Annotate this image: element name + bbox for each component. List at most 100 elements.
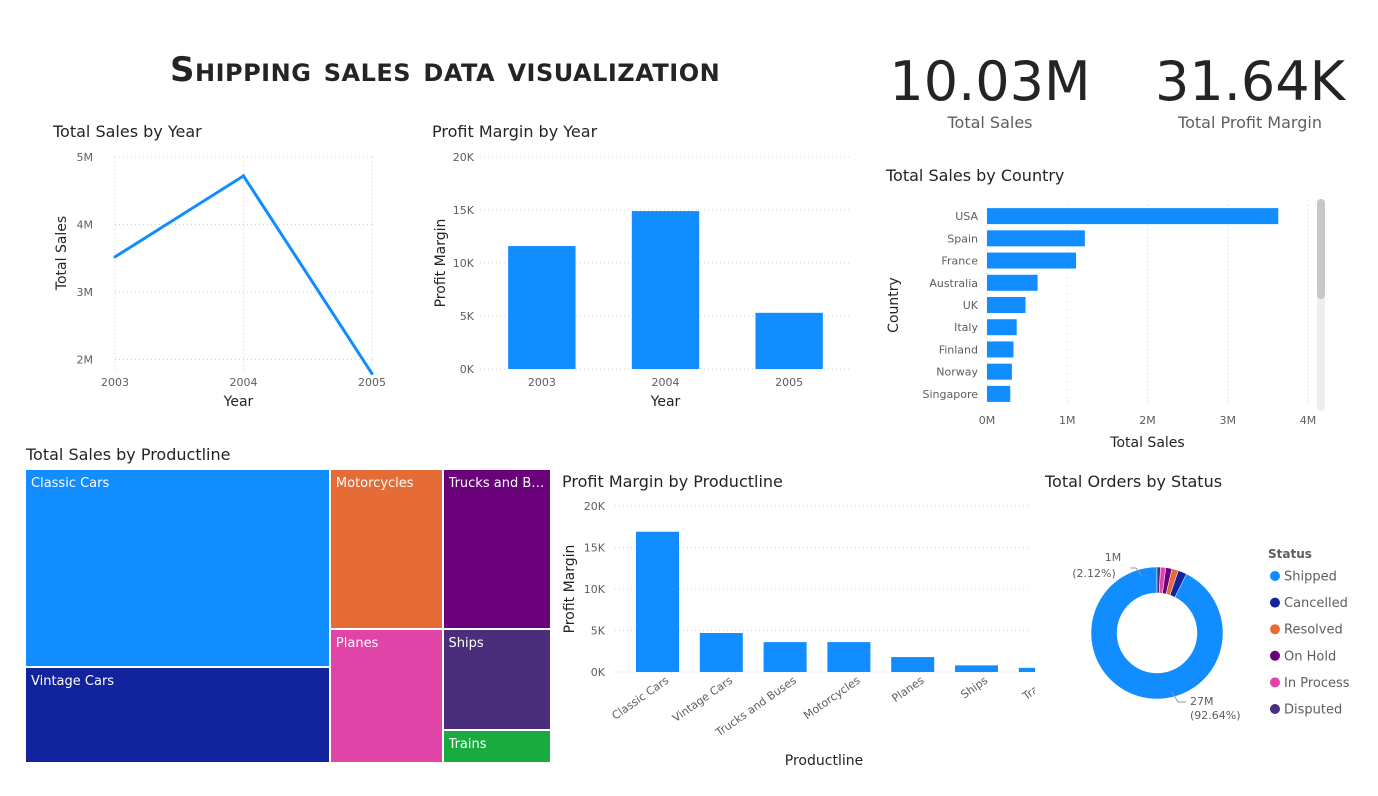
x-tick-label: Vintage Cars [670,674,735,725]
x-tick-label: 2003 [528,376,556,389]
x-tick-label: Ships [958,674,990,702]
y-tick-label: 10K [584,583,606,596]
bar [987,274,1038,291]
x-tick-label: 1M [1059,414,1076,427]
legend-item-label[interactable]: In Process [1284,676,1350,691]
x-tick-label: Planes [890,674,927,705]
y-tick-label: 15K [453,204,475,217]
bar [987,385,1011,402]
sales-by-country-chart[interactable]: 0M 1M 2M 3M 4M USA Spain France Australia UK Italy… [880,195,1340,457]
x-tick-label: 3M [1220,414,1237,427]
total-sales-card[interactable]: 10.03M Total Sales [860,50,1120,132]
profit-by-year-chart[interactable]: 0K 5K 10K 15K 20K 2003 2004 2005 Year Profit Marg… [425,145,865,415]
total-sales-label: Total Sales [947,113,1033,132]
treemap-cell[interactable]: Classic Cars [25,469,330,668]
donut-slice[interactable] [1090,566,1224,700]
treemap-cell[interactable]: Trains [442,730,551,763]
bar [955,665,998,672]
y-axis-label: Profit Margin [562,545,578,634]
treemap-cell[interactable]: Planes [329,628,443,763]
y-tick-label: 5M [77,151,94,164]
profit-by-year-title: Profit Margin by Year [432,122,598,141]
annotation-value: 1M [1105,551,1122,564]
annotation-leader [1130,567,1143,577]
sales-by-productline-treemap[interactable]: Classic Cars Vintage Cars Motorcycles Plane… [25,469,551,763]
legend-item-label[interactable]: Cancelled [1284,596,1348,611]
x-tick-label: Motorcycles [801,674,862,722]
donut-slice[interactable] [1156,566,1161,594]
x-tick-label: 2004 [652,376,680,389]
legend-marker [1270,677,1280,688]
y-tick-label: France [941,255,978,268]
bar [987,252,1077,269]
y-tick-label: 4M [77,219,94,232]
data-point [370,372,374,376]
total-sales-value: 10.03M [889,50,1091,113]
bar [987,297,1026,313]
y-tick-label: Italy [954,321,978,334]
x-tick-label: 0M [979,414,996,427]
legend-item-label[interactable]: Shipped [1284,570,1337,585]
y-tick-label: Norway [936,366,978,379]
total-profit-card[interactable]: 31.64K Total Profit Margin [1120,50,1378,132]
legend-item-label[interactable]: On Hold [1284,649,1336,664]
x-tick-label: 2005 [775,376,803,389]
x-axis-label: Year [223,394,254,410]
y-tick-label: Singapore [923,388,979,401]
orders-by-status-title: Total Orders by Status [1045,472,1223,491]
y-tick-label: 15K [584,542,606,555]
legend-marker [1270,704,1280,714]
y-axis-label: Profit Margin [433,219,449,308]
y-tick-label: 0K [460,363,475,376]
treemap-cell[interactable]: Vintage Cars [25,667,330,763]
legend-marker [1270,597,1280,608]
x-axis-label: Productline [785,753,863,769]
y-tick-label: Spain [947,232,978,245]
bar [636,531,679,672]
scrollbar-thumb[interactable] [1317,199,1325,299]
y-tick-label: 3M [77,286,94,299]
x-tick-label: 2005 [358,376,386,389]
total-profit-label: Total Profit Margin [1178,113,1322,132]
legend-item-label[interactable]: Resolved [1284,623,1343,638]
y-axis-label: Total Sales [54,216,70,291]
annotation-value: 27M [1190,695,1214,708]
data-point [113,255,117,259]
treemap-cell[interactable]: Ships [442,629,551,731]
y-tick-label: UK [963,299,979,312]
y-axis-label: Country [886,277,902,333]
treemap-label: Planes [335,635,379,651]
legend-item-label[interactable]: Disputed [1284,703,1342,718]
bar [1018,667,1035,672]
x-tick-label: 2M [1139,414,1156,427]
legend-marker [1270,571,1280,581]
y-tick-label: 2M [77,354,94,367]
legend-marker [1270,624,1280,635]
data-point [242,174,245,178]
y-tick-label: 5K [460,310,475,323]
annotation-leader [1171,691,1186,703]
bar [987,319,1017,336]
treemap-label: Classic Cars [31,476,110,491]
bar [987,230,1085,247]
profit-by-productline-title: Profit Margin by Productline [562,472,783,491]
x-tick-label: 2003 [101,376,129,389]
annotation-percent: (92.64%) [1190,709,1241,722]
legend-marker [1270,650,1280,661]
x-axis-label: Total Sales [1109,435,1184,451]
bar [508,246,576,369]
x-tick-label: Trains [1019,674,1035,704]
orders-by-status-chart[interactable]: 27M(92.64%) 1M (2.12%) Status Shipped Cancell… [1040,500,1370,740]
sales-by-year-chart[interactable]: 2M 3M 4M 5M 2003 2004 2005 Year Total Sales [40,145,400,415]
page-title: Shipping sales data visualization [170,50,721,90]
treemap-cell[interactable]: Trucks and Bu... [442,469,551,630]
sales-by-year-title: Total Sales by Year [53,122,202,141]
treemap-cell[interactable]: Motorcycles [329,469,443,629]
sales-by-country-title: Total Sales by Country [886,166,1065,185]
bar [755,312,823,369]
y-tick-label: 10K [453,257,475,270]
bar [987,341,1014,358]
y-tick-label: Finland [939,343,978,356]
treemap-label: Trucks and Bu... [448,476,549,491]
